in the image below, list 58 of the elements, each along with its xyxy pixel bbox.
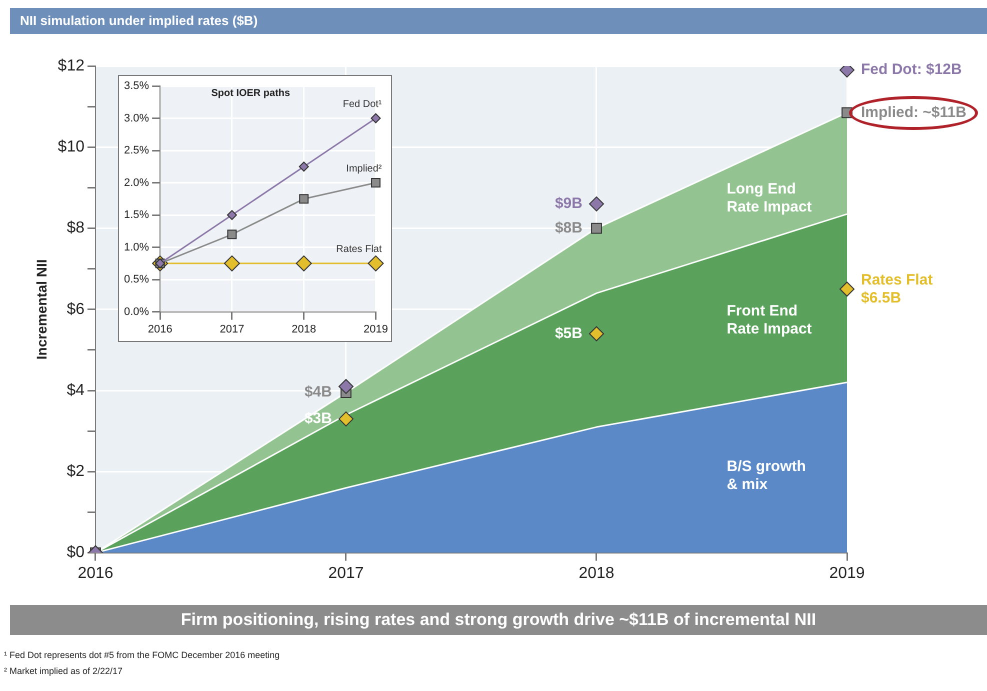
text: Firm positioning, rising rates and strong growth drive ~$11B of incremental NII bbox=[10, 605, 987, 635]
series-label: Front End Rate Impact bbox=[726, 302, 812, 338]
y-tick-label: 0.5% bbox=[124, 274, 150, 286]
x-tick-label: 2019 bbox=[829, 564, 865, 582]
y-tick-label: 2.0% bbox=[124, 176, 150, 189]
series-label: Rates Flat bbox=[336, 244, 382, 256]
y-tick-label: 1.5% bbox=[124, 209, 150, 222]
data-label: $9B bbox=[554, 195, 583, 212]
y-tick-label: 1.0% bbox=[124, 241, 150, 254]
point bbox=[227, 230, 237, 240]
point bbox=[591, 222, 602, 234]
y-tick-label: $0 bbox=[66, 544, 85, 562]
x-tick-label: 2018 bbox=[292, 323, 316, 336]
point bbox=[224, 255, 240, 272]
chart-title: Spot IOER paths bbox=[211, 88, 291, 99]
point bbox=[371, 178, 381, 188]
point bbox=[370, 113, 381, 124]
y-tick-label: 0.0% bbox=[124, 306, 150, 318]
data-label: $5B bbox=[554, 324, 583, 342]
y-tick-label: $8 bbox=[66, 220, 85, 237]
text: ¹ Fed Dot represents dot #5 from the FOMC December 2016 meeting bbox=[4, 650, 280, 660]
series-label: B/S growth & mix bbox=[726, 458, 806, 493]
series-label: Implied² bbox=[346, 164, 382, 175]
x-tick-label: 2019 bbox=[364, 323, 388, 336]
point bbox=[368, 255, 384, 272]
data-label: $8B bbox=[554, 219, 583, 236]
x-tick-label: 2017 bbox=[220, 323, 244, 336]
x-tick-label: 2016 bbox=[148, 323, 172, 336]
y-tick-label: $2 bbox=[66, 463, 85, 480]
point bbox=[299, 194, 309, 204]
point bbox=[338, 378, 354, 394]
y-tick-label: 3.0% bbox=[124, 112, 150, 124]
data-label: Implied: ~$11B bbox=[861, 104, 967, 121]
point bbox=[589, 326, 604, 342]
point bbox=[226, 210, 237, 220]
text: ² Market implied as of 2/22/17 bbox=[4, 666, 123, 676]
y-tick-label: 2.5% bbox=[124, 144, 150, 157]
data-label: $4B bbox=[304, 384, 332, 401]
data-label: Rates Flat $6.5B bbox=[861, 271, 933, 306]
chart-title: NII simulation under implied rates ($B) bbox=[10, 8, 987, 34]
y-tick-label: 3.5% bbox=[124, 80, 150, 92]
point bbox=[338, 411, 354, 426]
data-label: $3B bbox=[304, 410, 332, 428]
point bbox=[589, 196, 604, 212]
x-tick-label: 2018 bbox=[578, 564, 614, 582]
series-label: Fed Dot¹ bbox=[342, 99, 382, 110]
y-tick-label: $10 bbox=[58, 138, 85, 156]
point bbox=[840, 282, 854, 297]
y-tick-label: $6 bbox=[66, 300, 85, 318]
y-tick-label: $12 bbox=[58, 57, 85, 74]
y-axis-title: Incremental NII bbox=[33, 259, 50, 360]
series-label: Long End Rate Impact bbox=[726, 180, 812, 216]
point bbox=[296, 255, 312, 272]
point bbox=[298, 162, 309, 172]
x-tick-label: 2016 bbox=[78, 564, 114, 582]
data-label: Fed Dot: $12B bbox=[861, 61, 962, 78]
y-tick-label: $4 bbox=[66, 382, 85, 399]
x-tick-label: 2017 bbox=[328, 564, 364, 582]
